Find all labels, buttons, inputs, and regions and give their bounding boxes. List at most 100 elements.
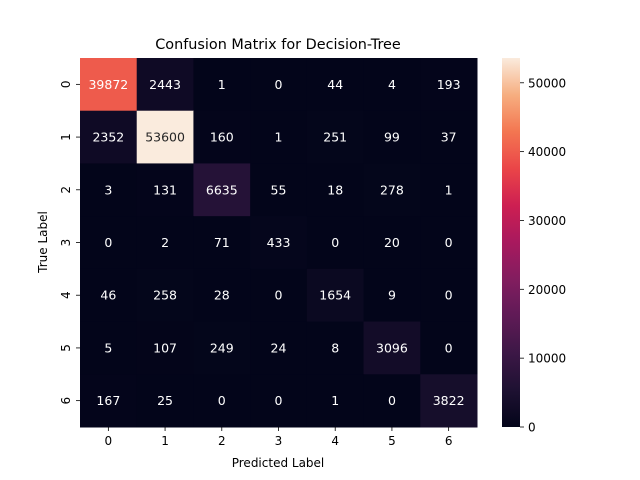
heatmap-cell bbox=[250, 268, 308, 323]
cell-value-label: 0 bbox=[388, 393, 396, 408]
y-tick-label: 4 bbox=[59, 291, 73, 299]
y-tick-label: 6 bbox=[59, 397, 73, 405]
cell-value-label: 46 bbox=[100, 288, 116, 303]
chart-title: Confusion Matrix for Decision-Tree bbox=[155, 37, 401, 53]
cell-value-label: 258 bbox=[153, 288, 177, 303]
heatmap-cell bbox=[420, 216, 478, 270]
cell-value-label: 20 bbox=[384, 235, 400, 250]
cell-value-label: 3 bbox=[104, 182, 112, 197]
heatmap-cell bbox=[136, 374, 194, 428]
cell-value-label: 0 bbox=[104, 235, 112, 250]
heatmap-cell bbox=[193, 110, 251, 164]
cell-value-label: 0 bbox=[445, 235, 453, 250]
cell-value-label: 2 bbox=[161, 235, 169, 250]
cell-value-label: 1654 bbox=[319, 288, 351, 303]
heatmap-cell bbox=[80, 268, 138, 323]
cell-value-label: 55 bbox=[271, 182, 287, 197]
cell-value-label: 71 bbox=[214, 235, 230, 250]
cell-value-label: 1 bbox=[331, 393, 339, 408]
cell-value-label: 1 bbox=[275, 130, 283, 145]
colorbar-tick-label: 30000 bbox=[528, 214, 566, 228]
y-tick-label: 2 bbox=[59, 186, 73, 194]
heatmap-cell bbox=[420, 374, 478, 428]
heatmap-cell bbox=[363, 163, 421, 217]
cell-value-label: 433 bbox=[267, 235, 291, 250]
cell-value-label: 9 bbox=[388, 288, 396, 303]
cell-value-label: 24 bbox=[271, 340, 287, 355]
heatmap-cell bbox=[250, 110, 308, 164]
cell-value-label: 18 bbox=[327, 182, 343, 197]
cell-value-label: 107 bbox=[153, 340, 177, 355]
heatmap-cell bbox=[363, 321, 421, 375]
cell-value-label: 0 bbox=[275, 393, 283, 408]
heatmap-cell bbox=[420, 110, 478, 164]
cell-value-label: 160 bbox=[210, 130, 234, 145]
heatmap-cell bbox=[250, 321, 308, 375]
cell-value-label: 131 bbox=[153, 182, 177, 197]
heatmap-cell bbox=[250, 374, 308, 428]
y-tick-label: 5 bbox=[59, 344, 73, 352]
cell-value-label: 39872 bbox=[88, 77, 128, 92]
cell-value-label: 167 bbox=[96, 393, 120, 408]
colorbar-gradient bbox=[502, 58, 520, 427]
heatmap-cell bbox=[363, 268, 421, 323]
heatmap-cell bbox=[136, 110, 194, 164]
heatmap-cell bbox=[193, 374, 251, 428]
heatmap-cell bbox=[250, 163, 308, 217]
cell-value-label: 44 bbox=[327, 77, 343, 92]
cell-value-label: 5 bbox=[104, 340, 112, 355]
y-axis-label: True Label bbox=[36, 211, 50, 274]
heatmap-cell bbox=[80, 321, 138, 375]
x-tick-label: 0 bbox=[105, 434, 113, 448]
cell-value-label: 0 bbox=[445, 340, 453, 355]
heatmap-cell bbox=[306, 374, 365, 428]
x-tick-label: 4 bbox=[331, 434, 339, 448]
cell-value-label: 0 bbox=[218, 393, 226, 408]
cell-value-label: 249 bbox=[210, 340, 234, 355]
colorbar-tick-label: 40000 bbox=[528, 145, 566, 159]
x-axis: 0 1 2 3 4 5 6 bbox=[105, 427, 452, 448]
heatmap-cell bbox=[193, 58, 251, 112]
cell-value-label: 8 bbox=[331, 340, 339, 355]
heatmap-cell bbox=[363, 58, 421, 112]
cell-value-label: 193 bbox=[437, 77, 461, 92]
cell-value-label: 6635 bbox=[206, 182, 238, 197]
cell-value-label: 28 bbox=[214, 288, 230, 303]
colorbar-tick-label: 20000 bbox=[528, 283, 566, 297]
cell-value-label: 4 bbox=[388, 77, 396, 92]
cell-value-label: 2443 bbox=[149, 77, 181, 92]
colorbar-tick-label: 10000 bbox=[528, 352, 566, 366]
heatmap-cell bbox=[193, 163, 251, 217]
cell-value-label: 3096 bbox=[376, 340, 408, 355]
cell-value-label: 1 bbox=[218, 77, 226, 92]
heatmap-cell bbox=[363, 216, 421, 270]
cell-value-label: 2352 bbox=[92, 130, 124, 145]
heatmap-cell bbox=[136, 268, 194, 323]
heatmap-cells bbox=[80, 58, 478, 428]
heatmap-cell bbox=[80, 374, 138, 428]
heatmap-cell bbox=[306, 216, 365, 270]
heatmap-cell bbox=[250, 58, 308, 112]
heatmap-cell bbox=[136, 163, 194, 217]
heatmap-cell bbox=[136, 58, 194, 112]
y-tick-label: 0 bbox=[59, 81, 73, 89]
heatmap-cell bbox=[80, 216, 138, 270]
heatmap-cell bbox=[306, 110, 365, 164]
x-tick-label: 3 bbox=[275, 434, 283, 448]
heatmap-cell bbox=[420, 268, 478, 323]
cell-value-label: 99 bbox=[384, 130, 400, 145]
y-axis: 0 1 2 3 4 5 6 bbox=[59, 81, 80, 405]
cell-value-label: 0 bbox=[331, 235, 339, 250]
y-tick-label: 3 bbox=[59, 239, 73, 247]
x-axis-label: Predicted Label bbox=[232, 456, 325, 470]
cell-value-label: 53600 bbox=[145, 130, 185, 145]
heatmap-cell bbox=[363, 110, 421, 164]
x-tick-label: 2 bbox=[218, 434, 226, 448]
cell-value-label: 37 bbox=[441, 130, 457, 145]
cell-value-label: 278 bbox=[380, 182, 404, 197]
heatmap-cell bbox=[193, 268, 251, 323]
heatmap-cell bbox=[193, 321, 251, 375]
colorbar: 0 10000 20000 30000 40000 50000 bbox=[502, 58, 566, 435]
